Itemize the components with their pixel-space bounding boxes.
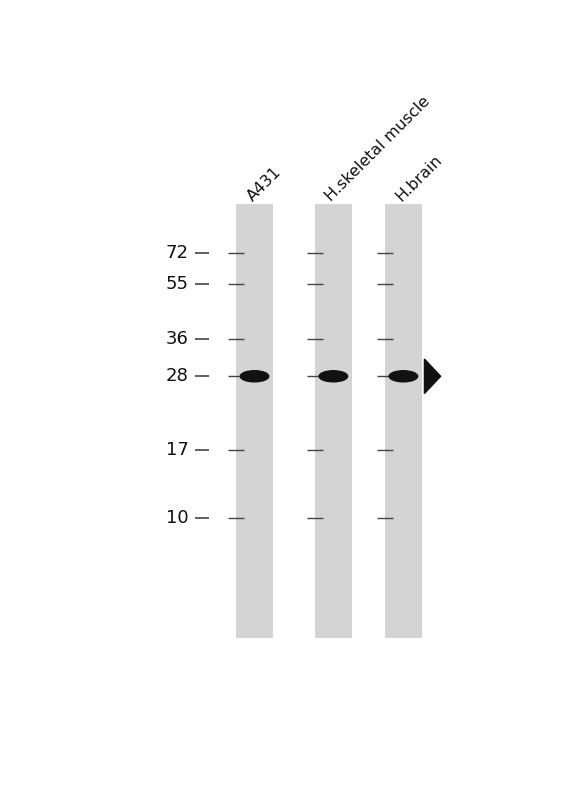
Text: 17: 17 [166, 442, 189, 459]
Text: H.skeletal muscle: H.skeletal muscle [323, 94, 433, 204]
Bar [315, 204, 352, 638]
Bar [236, 204, 273, 638]
Bar [385, 204, 422, 638]
Text: 28: 28 [166, 367, 189, 386]
Text: 72: 72 [166, 244, 189, 262]
Text: H.brain: H.brain [393, 152, 445, 204]
Ellipse shape [240, 370, 269, 382]
Text: 55: 55 [166, 275, 189, 293]
Polygon shape [424, 359, 441, 394]
Text: 10: 10 [166, 509, 189, 527]
Text: A431: A431 [244, 164, 284, 204]
Text: 36: 36 [166, 330, 189, 348]
Ellipse shape [319, 370, 347, 382]
Ellipse shape [389, 370, 418, 382]
